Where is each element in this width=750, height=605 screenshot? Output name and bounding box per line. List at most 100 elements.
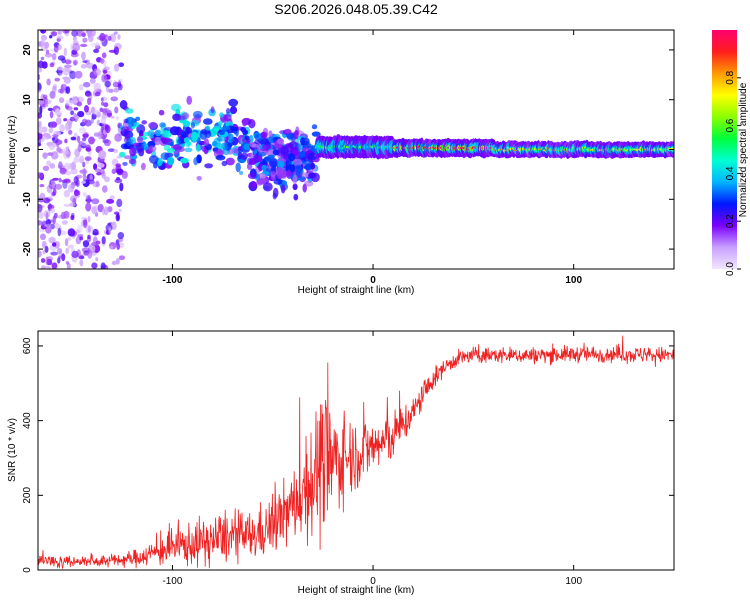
x-tick-label: -100 (162, 275, 182, 286)
spectrogram-cell (118, 78, 123, 83)
spectrogram-cell (216, 136, 227, 142)
spectrogram-cell (159, 122, 166, 128)
spectrogram-cell (107, 148, 116, 152)
snr-panel: -100 0 100 0 200 400 600 Height of straight l… (7, 330, 675, 596)
spectrogram-cell (71, 161, 76, 171)
spectrogram-cell (46, 142, 53, 146)
spectrogram-cell (112, 81, 120, 88)
spectrogram-cell (58, 177, 62, 183)
spectrogram-cell (180, 157, 189, 164)
spectrogram-cell (97, 163, 105, 168)
spectrogram-cell (77, 135, 81, 143)
spectrogram-cell (311, 124, 318, 130)
spectrogram-cell (277, 160, 285, 168)
spectrogram-cell (69, 116, 76, 122)
spectrogram-cell (113, 63, 120, 72)
spectrogram-cell (294, 164, 303, 174)
spectrogram-cell (229, 106, 238, 115)
spectrogram-cell (83, 219, 88, 229)
spectrogram-cell (70, 136, 77, 141)
spectrogram-cell (52, 188, 57, 196)
spectrogram-cell (82, 137, 87, 142)
spectrogram-cell (185, 127, 193, 134)
spectrogram-cell (64, 67, 72, 72)
spectrogram-cell (46, 78, 51, 86)
x-tick-label: 100 (565, 576, 582, 587)
spectrogram-cell (103, 60, 107, 68)
spectrogram-cell (297, 151, 308, 158)
spectrogram-cell (96, 171, 102, 176)
spectrogram-cell (161, 129, 169, 139)
spectrogram-cell (84, 156, 92, 162)
spectrogram-cell (52, 136, 59, 144)
spectrogram-cell (73, 189, 79, 197)
spectrogram-cell (186, 95, 192, 105)
spectrogram-cell (87, 234, 91, 239)
spectrogram-cell (247, 172, 258, 180)
spectrogram-cell (183, 136, 190, 144)
spectrogram-cell (111, 260, 117, 266)
colorbar-tick-label: 0.6 (725, 118, 736, 132)
spectrogram-cell (82, 250, 89, 257)
spectrogram-cell (50, 223, 55, 230)
spectrogram-cells (38, 30, 674, 269)
spectrogram-cell (87, 196, 91, 205)
spectrogram-cell (81, 32, 86, 37)
spectrogram-cell (48, 236, 56, 244)
spectrogram-cell (262, 144, 272, 150)
spectrogram-cell (40, 30, 44, 33)
spectrogram-cell (82, 60, 88, 64)
spectrogram-cell (91, 198, 100, 205)
spectrogram-cell (269, 158, 278, 168)
spectrogram-cell (121, 170, 128, 179)
spectrogram-cell (116, 177, 121, 181)
spectrogram-cell (70, 110, 74, 116)
spectrogram-cell (45, 256, 49, 266)
spectrogram-cell (99, 32, 106, 42)
spectrogram-cell (308, 172, 317, 179)
spectrogram-cell (45, 52, 53, 58)
spectrogram-cell (107, 35, 112, 41)
spectrogram-cell (96, 119, 101, 126)
spectrogram-cell (277, 171, 283, 180)
spectrogram-cell (293, 193, 299, 201)
spectrogram-cell (79, 158, 84, 163)
spectrogram-cell (105, 124, 111, 134)
spectrogram-cell (78, 84, 84, 91)
spectrogram-cell (46, 258, 53, 266)
spectrogram-cell (65, 86, 71, 94)
spectrogram-cell (117, 34, 121, 40)
spectrogram-cell (52, 134, 59, 138)
spectrogram-cell (68, 129, 73, 135)
snr-y-label: SNR (10 * v/v) (7, 418, 18, 482)
spectrogram-cell (81, 247, 90, 253)
spectrogram-cell (80, 43, 88, 48)
spectrogram-cell (272, 192, 277, 200)
spectrogram-cell (57, 257, 61, 264)
spectrogram-cell (77, 144, 82, 152)
spectrogram-cell (120, 126, 130, 132)
spectrogram-cell (55, 70, 63, 74)
spectrogram-cell (246, 162, 253, 170)
spectrogram-cell (154, 136, 161, 146)
spectrogram-cell (118, 208, 122, 212)
spectrogram-cell (221, 142, 229, 150)
spectrogram-cell (44, 101, 49, 108)
spectrogram-cell (52, 83, 58, 91)
spectrogram-cell (63, 47, 67, 57)
spectrogram-cell (101, 236, 106, 245)
spectrogram-cell (106, 198, 115, 204)
spectrogram-cell (87, 179, 95, 185)
spectrogram-cell (65, 247, 70, 254)
spectrogram-cell (118, 255, 126, 260)
spectrogram-cell (50, 180, 57, 186)
spectrogram-cell (69, 202, 76, 207)
spectrogram-cell (106, 112, 113, 117)
spectrogram-cell (85, 202, 92, 212)
spectrogram-cell (218, 120, 223, 127)
spectrogram-cell (272, 149, 280, 156)
spectrogram-cell (100, 262, 106, 269)
spectrogram-cell (191, 131, 199, 142)
spectrogram-cell (38, 89, 42, 93)
